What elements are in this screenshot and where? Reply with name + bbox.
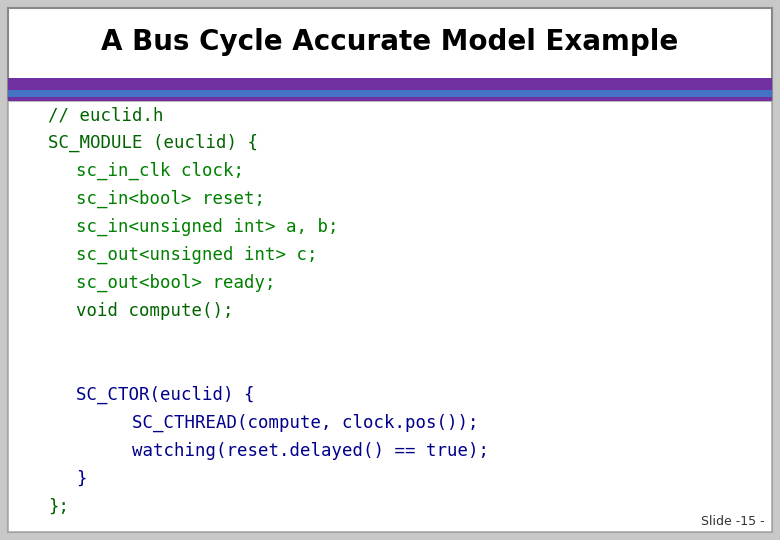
Text: };: }; (48, 498, 69, 516)
Text: sc_out<bool> ready;: sc_out<bool> ready; (76, 274, 275, 292)
Text: }: } (76, 470, 87, 488)
Text: // euclid.h: // euclid.h (48, 106, 164, 124)
Text: SC_CTOR(euclid) {: SC_CTOR(euclid) { (76, 386, 254, 404)
Bar (8, 90, 772, 97)
Text: sc_in<unsigned int> a, b;: sc_in<unsigned int> a, b; (76, 218, 339, 236)
Bar (8, 101, 772, 532)
Text: SC_CTHREAD(compute, clock.pos());: SC_CTHREAD(compute, clock.pos()); (132, 414, 478, 432)
Text: sc_out<unsigned int> c;: sc_out<unsigned int> c; (76, 246, 317, 264)
Text: A Bus Cycle Accurate Model Example: A Bus Cycle Accurate Model Example (101, 28, 679, 56)
Bar (8, 78, 772, 90)
Text: void compute();: void compute(); (76, 302, 233, 320)
Bar (8, 97, 772, 101)
Text: sc_in_clk clock;: sc_in_clk clock; (76, 162, 244, 180)
Text: Slide -15 -: Slide -15 - (701, 515, 765, 528)
Text: SC_MODULE (euclid) {: SC_MODULE (euclid) { (48, 134, 258, 152)
Text: sc_in<bool> reset;: sc_in<bool> reset; (76, 190, 265, 208)
Text: watching(reset.delayed() == true);: watching(reset.delayed() == true); (132, 442, 489, 460)
